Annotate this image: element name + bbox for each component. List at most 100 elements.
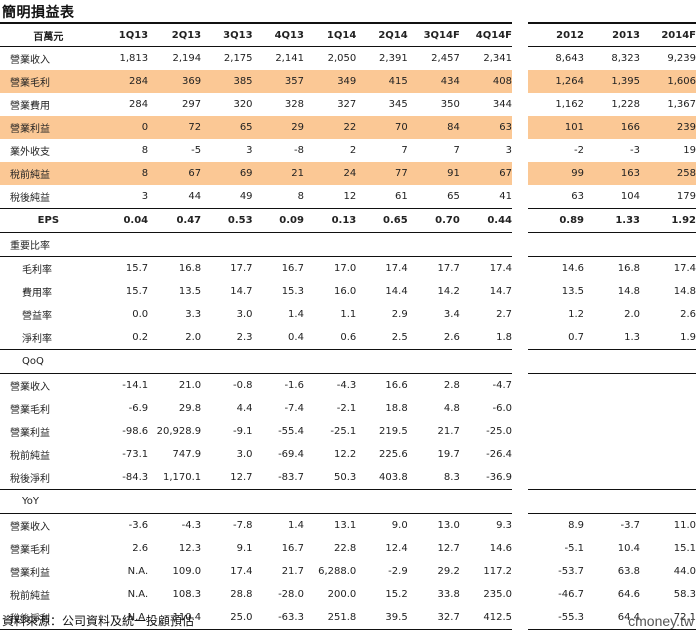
value-cell: 6,288.0: [318, 566, 357, 577]
value-cell: 1,264: [528, 70, 584, 93]
value-cell: 58.3: [673, 589, 696, 600]
value-cell: 350: [440, 99, 460, 110]
value-cell: 0.09: [252, 208, 304, 233]
column-header: 2Q14: [356, 22, 408, 47]
value-cell: 65: [447, 191, 460, 202]
value-cell: -73.1: [122, 449, 149, 460]
column-header: 2012: [528, 22, 584, 47]
value-cell: -36.9: [486, 472, 512, 483]
value-cell: 21.7: [281, 566, 304, 577]
value-cell: 0.04: [96, 208, 149, 233]
value-cell: 110.4: [148, 606, 202, 630]
value-cell: -9.1: [233, 426, 253, 437]
value-cell: 12: [343, 191, 357, 202]
value-cell: 16.7: [281, 543, 304, 554]
value-cell: 8.9: [568, 520, 584, 531]
value-cell: 14.8: [617, 286, 640, 297]
empty-cell: [528, 420, 696, 443]
value-cell: 179: [676, 191, 696, 202]
table-row: 1,162 1,228 1,367: [528, 93, 696, 116]
value-cell: 8.3: [443, 472, 460, 483]
value-cell: 225.6: [379, 449, 408, 460]
header-row: 2012 2013 2014F: [528, 22, 696, 47]
table-row: 營業利益 0 72 65 29 22 70 84 63: [0, 116, 512, 139]
value-cell: -2: [574, 145, 584, 156]
value-cell: 1,606: [640, 70, 696, 93]
value-cell: 2.6: [680, 309, 696, 320]
value-cell: 2.8: [443, 380, 460, 391]
value-cell: 2,050: [327, 53, 357, 64]
value-cell: 14.7: [489, 286, 512, 297]
value-cell: 1.4: [288, 520, 304, 531]
table-row: 101 166 239: [528, 116, 696, 139]
value-cell: 0.44: [459, 208, 512, 233]
value-cell: 24: [303, 162, 357, 185]
value-cell: 297: [182, 99, 202, 110]
annual-table: 2012 2013 2014F 8,643 8,323 9,239 1,264 1,395 1,…: [528, 22, 696, 630]
eps-row: EPS 0.04 0.47 0.53 0.09 0.13 0.65 0.70 0.44: [0, 208, 512, 233]
column-header: 1Q14: [303, 22, 357, 47]
value-cell: -84.3: [122, 472, 149, 483]
section-label: YoY: [0, 489, 512, 514]
brand-watermark: cmoney.tw: [628, 613, 694, 629]
value-cell: 4.8: [443, 403, 460, 414]
value-cell: 9.3: [496, 520, 512, 531]
row-label: 業外收支: [10, 147, 50, 158]
value-cell: 50.3: [334, 472, 357, 483]
table-row: 1.2 2.0 2.6: [528, 303, 696, 326]
value-cell: 284: [96, 70, 149, 93]
value-cell: 14.6: [561, 263, 584, 274]
value-cell: 33.8: [437, 589, 460, 600]
value-cell: 0.2: [132, 332, 149, 343]
value-cell: -3.6: [128, 520, 149, 531]
table-row: -53.7 63.8 44.0: [528, 560, 696, 583]
value-cell: 2.6: [443, 332, 460, 343]
column-header: 1Q13: [96, 22, 149, 47]
row-label: 稅前純益: [10, 591, 50, 602]
value-cell: 345: [388, 99, 408, 110]
value-cell: -2.9: [388, 566, 408, 577]
value-cell: 9.1: [236, 543, 253, 554]
value-cell: 2,457: [431, 53, 460, 64]
section-header-yoy: [528, 489, 696, 514]
value-cell: 49: [239, 191, 253, 202]
value-cell: 163: [584, 162, 640, 185]
table-row: -46.7 64.6 58.3: [528, 583, 696, 606]
table-row: 13.5 14.8 14.8: [528, 280, 696, 303]
value-cell: 17.7: [437, 263, 460, 274]
value-cell: 29.2: [437, 566, 460, 577]
value-cell: 117.2: [483, 566, 512, 577]
value-cell: 1.9: [680, 332, 696, 343]
empty-cell: [528, 397, 696, 420]
value-cell: 0.65: [356, 208, 408, 233]
value-cell: 320: [233, 99, 253, 110]
value-cell: -5.1: [564, 543, 584, 554]
table-row: [528, 466, 696, 490]
value-cell: 17.4: [385, 263, 408, 274]
value-cell: 8: [141, 145, 149, 156]
value-cell: 1.3: [624, 332, 640, 343]
value-cell: -1.6: [284, 380, 304, 391]
table-row: -55.3 64.4 72.1: [528, 606, 696, 630]
value-cell: -28.0: [278, 589, 304, 600]
value-cell: 0.4: [288, 332, 304, 343]
row-label: 營業收入: [10, 382, 50, 393]
value-cell: -53.7: [558, 566, 584, 577]
value-cell: 13.5: [178, 286, 202, 297]
row-label: 毛利率: [22, 265, 52, 276]
table-row: 毛利率 15.7 16.8 17.7 16.7 17.0 17.4 17.7 17.4: [0, 257, 512, 281]
value-cell: 22.8: [334, 543, 357, 554]
table-row: 營業費用 284 297 320 328 327 345 350 344: [0, 93, 512, 116]
value-cell: 1,813: [119, 53, 149, 64]
table-row: [528, 397, 696, 420]
value-cell: 747.9: [172, 449, 202, 460]
section-header-qoq: QoQ: [0, 349, 512, 374]
row-label: 營業利益: [0, 116, 97, 139]
row-label: 營業毛利: [10, 545, 50, 556]
value-cell: -69.4: [278, 449, 304, 460]
value-cell: 28.8: [230, 589, 253, 600]
table-row: 1,264 1,395 1,606: [528, 70, 696, 93]
table-row: 14.6 16.8 17.4: [528, 257, 696, 281]
value-cell: -55.4: [278, 426, 304, 437]
section-spacer: [528, 489, 696, 514]
